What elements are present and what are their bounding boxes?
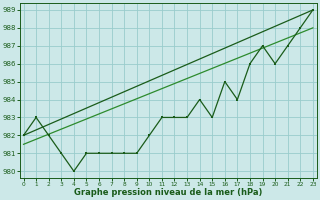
- X-axis label: Graphe pression niveau de la mer (hPa): Graphe pression niveau de la mer (hPa): [74, 188, 262, 197]
